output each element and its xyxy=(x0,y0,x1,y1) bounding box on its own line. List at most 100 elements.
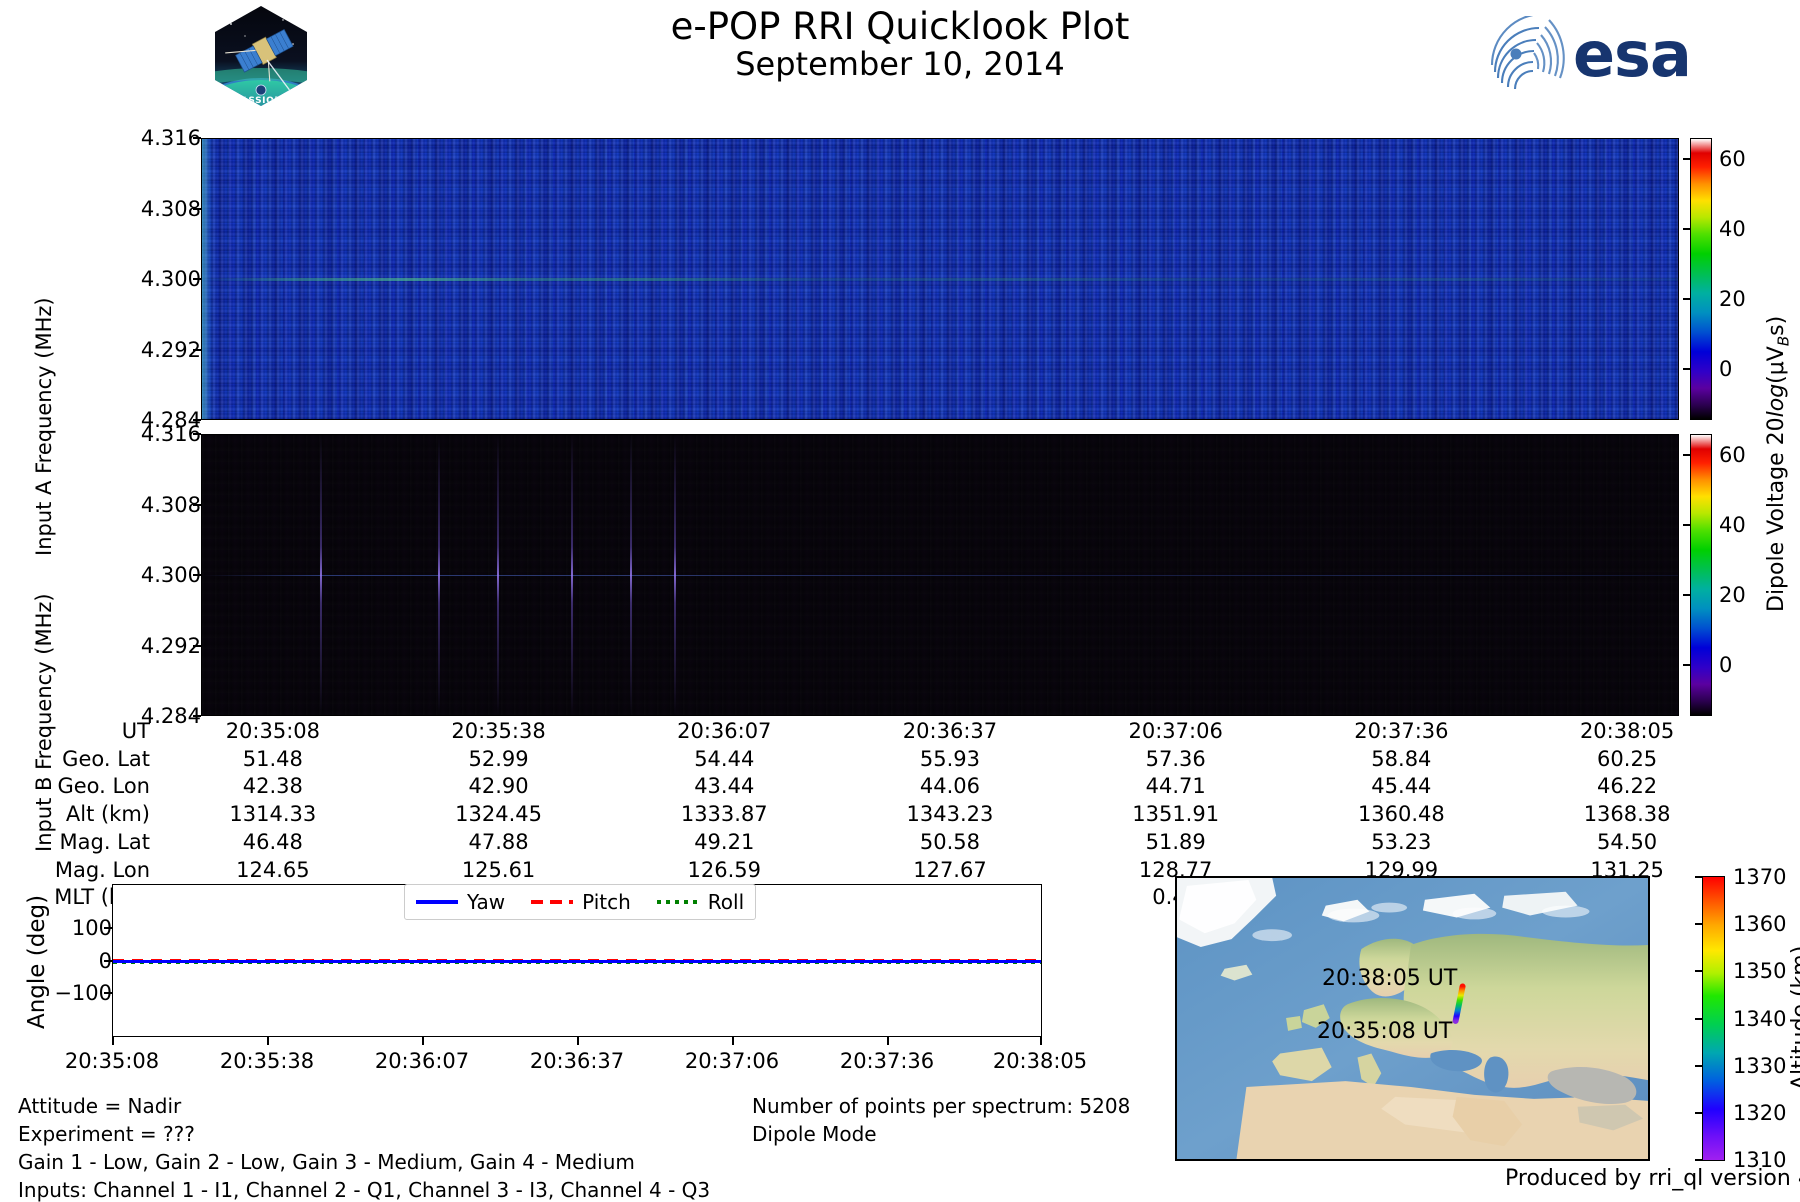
legend-swatch-roll xyxy=(656,900,699,904)
alt-tick-1360 xyxy=(1695,923,1703,926)
spectrogram-a-emission-line xyxy=(202,278,1678,281)
dipole-a-tick-40 xyxy=(1683,227,1691,230)
spec-a-tickmark-4 xyxy=(193,419,201,421)
legend-item-yaw: Yaw xyxy=(416,890,505,914)
cell-maglat-4: 51.89 xyxy=(1145,829,1206,854)
cell-geolon-5: 45.44 xyxy=(1371,774,1432,799)
dipole-colorbar-label: Dipole Voltage 20log(μVBs) xyxy=(1764,316,1792,612)
legend-label-pitch: Pitch xyxy=(582,890,631,914)
cell-ut-1: 20:35:38 xyxy=(451,719,546,743)
row-label-mag-lat: Mag. Lat xyxy=(59,829,150,854)
parameter-table: UT 20:35:08 20:35:38 20:36:07 20:36:37 2… xyxy=(0,718,1740,912)
cell-alt-6: 1368.38 xyxy=(1583,802,1671,827)
angle-plot-ylabel: Angle (deg) xyxy=(24,894,50,1029)
spec-b-tickmark-1 xyxy=(193,503,201,506)
spec-a-ytick-3: 4.292 xyxy=(140,337,201,362)
cell-alt-5: 1360.48 xyxy=(1357,802,1445,827)
angle-tickmark-m100 xyxy=(104,992,112,995)
cell-maglon-3: 127.67 xyxy=(913,857,987,882)
legend-label-yaw: Yaw xyxy=(467,890,506,914)
spec-b-ytick-0: 4.316 xyxy=(140,422,201,446)
table-row: Alt (km) 1314.33 1324.45 1333.87 1343.23… xyxy=(0,801,1740,829)
cell-maglat-6: 54.50 xyxy=(1597,829,1658,854)
dipole-colorbar-a: 60 40 20 0 xyxy=(1683,138,1746,420)
table-row: UT 20:35:08 20:35:38 20:36:07 20:36:37 2… xyxy=(0,718,1740,746)
dipole-colorbar-label-log: log xyxy=(1764,383,1789,418)
dipole-b-ticklabel-0: 0 xyxy=(1719,652,1733,677)
ground-track-map: 20:38:05 UT 20:35:08 UT xyxy=(1175,876,1650,1161)
angle-series-yaw xyxy=(113,959,1041,963)
footer-inputs: Inputs: Channel 1 - I1, Channel 2 - Q1, … xyxy=(18,1178,711,1202)
spec-a-ytick-2: 4.300 xyxy=(140,267,201,291)
angle-plot-legend: Yaw Pitch Roll xyxy=(404,884,757,920)
alt-ticklabel-1360: 1360 xyxy=(1733,912,1787,937)
dipole-b-ticklabel-40: 40 xyxy=(1719,512,1746,537)
dipole-b-tick-0 xyxy=(1683,663,1691,666)
cell-maglat-0: 46.48 xyxy=(242,829,303,854)
spectrogram-b-burst xyxy=(320,435,323,715)
cell-geolon-0: 42.38 xyxy=(242,774,303,799)
legend-item-pitch: Pitch xyxy=(531,890,631,914)
altitude-colorbar-label: Altitude (km) xyxy=(1788,945,1800,1090)
svg-text:CASSIOPE: CASSIOPE xyxy=(234,96,289,106)
page-title-line1: e-POP RRI Quicklook Plot xyxy=(670,5,1130,48)
angle-tickmark-0 xyxy=(104,959,112,962)
cell-geolon-3: 44.06 xyxy=(919,774,981,799)
dipole-b-tick-40 xyxy=(1683,523,1691,526)
angle-xtickmark-5 xyxy=(887,1037,889,1045)
spectrogram-b-burst xyxy=(630,435,633,715)
table-row: Geo. Lon 42.38 42.90 43.44 44.06 44.71 4… xyxy=(0,773,1740,801)
dipole-a-ticklabel-0: 0 xyxy=(1719,356,1733,381)
cassiope-logo-icon: CASSIOPE xyxy=(215,6,307,106)
spectrogram-input-a xyxy=(201,138,1679,420)
alt-tick-1310 xyxy=(1695,1159,1703,1161)
alt-tick-1350 xyxy=(1695,970,1703,973)
cell-maglon-2: 126.59 xyxy=(687,857,761,882)
spectrogram-a-left-edge-artifact xyxy=(202,139,212,419)
esa-logo: esa xyxy=(1487,12,1715,91)
cell-ut-6: 20:38:05 xyxy=(1579,719,1675,743)
cell-maglat-3: 50.58 xyxy=(919,829,981,854)
alt-ticklabel-1330: 1330 xyxy=(1733,1053,1787,1078)
angle-xtick-1: 20:35:38 xyxy=(219,1049,315,1073)
dipole-colorbar-label-mid: (μV xyxy=(1764,346,1789,384)
angle-xtick-6: 20:38:05 xyxy=(992,1049,1088,1073)
alt-ticklabel-1350: 1350 xyxy=(1733,959,1787,984)
alt-tick-1320 xyxy=(1695,1111,1703,1114)
angle-xtickmark-1 xyxy=(267,1037,269,1045)
cell-maglon-0: 124.65 xyxy=(236,857,310,882)
alt-tick-1330 xyxy=(1695,1064,1703,1067)
dipole-b-ticklabel-60: 60 xyxy=(1719,442,1746,467)
row-label-geo-lat: Geo. Lat xyxy=(62,746,150,771)
spec-a-tickmark-3 xyxy=(193,348,201,351)
angle-ytick-m100: −100 xyxy=(54,981,112,1006)
map-label-end-time: 20:38:05 UT xyxy=(1322,966,1458,991)
spectrogram-b-burst xyxy=(438,435,441,715)
spec-b-tickmark-2 xyxy=(193,574,201,576)
spec-b-ytick-4: 4.284 xyxy=(140,704,201,728)
dipole-colorbar-label-post: s) xyxy=(1764,315,1789,336)
legend-item-roll: Roll xyxy=(656,890,744,914)
alt-tick-1340 xyxy=(1695,1017,1703,1020)
spec-b-ytick-3: 4.292 xyxy=(140,633,201,658)
footer-attitude: Attitude = Nadir xyxy=(18,1094,182,1118)
cell-alt-3: 1343.23 xyxy=(906,802,994,827)
dipole-a-ticklabel-40: 40 xyxy=(1719,216,1746,241)
dipole-a-tick-60 xyxy=(1683,157,1691,160)
altitude-colorbar: 1370 1360 1350 1340 1330 1320 1310 xyxy=(1695,865,1786,1172)
map-label-start-time: 20:35:08 UT xyxy=(1317,1019,1453,1044)
spectrogram-b-burst xyxy=(674,435,677,715)
angle-plot-xaxis: 20:35:08 20:35:38 20:36:07 20:36:37 20:3… xyxy=(65,1037,1087,1077)
legend-swatch-yaw xyxy=(416,900,458,904)
spec-b-ytick-2: 4.300 xyxy=(140,563,201,587)
angle-xtickmark-0 xyxy=(112,1037,114,1045)
spectrogram-b-burst xyxy=(571,435,573,715)
spec-a-ytick-4: 4.284 xyxy=(140,408,201,432)
angle-xtickmark-2 xyxy=(422,1037,424,1045)
cell-ut-0: 20:35:08 xyxy=(225,719,321,743)
angle-xtick-2: 20:36:07 xyxy=(374,1049,470,1073)
spec-a-tickmark-2 xyxy=(193,278,201,280)
cell-geolat-6: 60.25 xyxy=(1597,746,1658,771)
spec-a-tickmark-0 xyxy=(193,137,201,139)
cell-geolat-0: 51.48 xyxy=(242,746,303,771)
